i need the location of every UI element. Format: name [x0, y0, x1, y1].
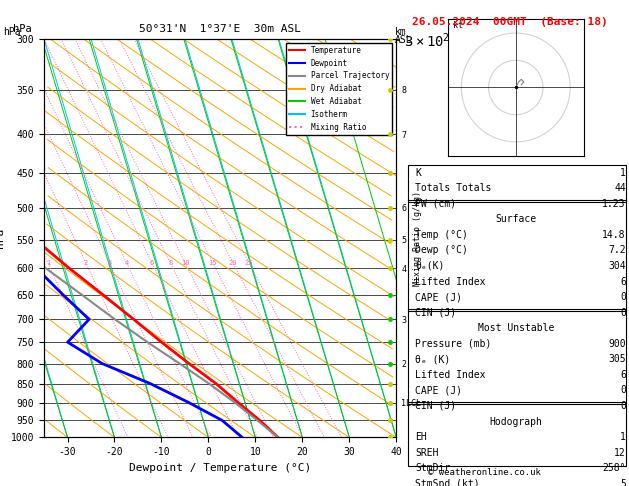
Text: 304: 304	[608, 261, 626, 271]
Text: km: km	[394, 27, 406, 37]
Text: EH: EH	[415, 432, 427, 442]
Text: CAPE (J): CAPE (J)	[415, 385, 462, 396]
Text: 1: 1	[46, 260, 50, 266]
Text: 0: 0	[620, 292, 626, 302]
Text: 258°: 258°	[603, 463, 626, 473]
Text: 5: 5	[620, 479, 626, 486]
Text: PW (cm): PW (cm)	[415, 199, 456, 209]
Text: 3: 3	[107, 260, 111, 266]
Text: 1: 1	[620, 168, 626, 178]
Text: kt: kt	[453, 20, 463, 30]
Legend: Temperature, Dewpoint, Parcel Trajectory, Dry Adiabat, Wet Adiabat, Isotherm, Mi: Temperature, Dewpoint, Parcel Trajectory…	[286, 43, 392, 135]
Text: 1: 1	[620, 432, 626, 442]
Text: Hodograph: Hodograph	[489, 417, 542, 427]
Text: 0: 0	[620, 401, 626, 411]
Text: 6: 6	[620, 277, 626, 287]
Text: Lifted Index: Lifted Index	[415, 277, 486, 287]
Text: StmSpd (kt): StmSpd (kt)	[415, 479, 480, 486]
Text: 26.05.2024  00GMT  (Base: 18): 26.05.2024 00GMT (Base: 18)	[412, 17, 608, 27]
Title: 50°31'N  1°37'E  30m ASL: 50°31'N 1°37'E 30m ASL	[139, 24, 301, 34]
Text: 7.2: 7.2	[608, 245, 626, 256]
Text: hPa: hPa	[3, 27, 21, 37]
Text: 6: 6	[150, 260, 154, 266]
Text: 12: 12	[614, 448, 626, 458]
Text: 20: 20	[229, 260, 237, 266]
Text: 8: 8	[168, 260, 172, 266]
Text: 1.23: 1.23	[603, 199, 626, 209]
Text: Lifted Index: Lifted Index	[415, 370, 486, 380]
Text: K: K	[415, 168, 421, 178]
Text: 15: 15	[208, 260, 217, 266]
Text: Dewp (°C): Dewp (°C)	[415, 245, 468, 256]
Text: CIN (J): CIN (J)	[415, 401, 456, 411]
Text: Temp (°C): Temp (°C)	[415, 230, 468, 240]
Text: 4: 4	[125, 260, 129, 266]
Text: © weatheronline.co.uk: © weatheronline.co.uk	[428, 468, 540, 477]
Text: 25: 25	[245, 260, 253, 266]
Text: 44: 44	[614, 183, 626, 193]
Text: θₑ (K): θₑ (K)	[415, 354, 450, 364]
Text: 0: 0	[620, 308, 626, 318]
Text: CAPE (J): CAPE (J)	[415, 292, 462, 302]
Text: 10: 10	[181, 260, 189, 266]
Text: θₑ(K): θₑ(K)	[415, 261, 445, 271]
Y-axis label: hPa: hPa	[0, 228, 5, 248]
Text: hPa: hPa	[13, 24, 31, 35]
Text: 0: 0	[620, 385, 626, 396]
Text: Surface: Surface	[495, 214, 537, 225]
Text: StmDir: StmDir	[415, 463, 450, 473]
Text: CIN (J): CIN (J)	[415, 308, 456, 318]
Text: 14.8: 14.8	[603, 230, 626, 240]
Text: Pressure (mb): Pressure (mb)	[415, 339, 491, 349]
Text: 900: 900	[608, 339, 626, 349]
Text: SREH: SREH	[415, 448, 438, 458]
Text: 2: 2	[84, 260, 88, 266]
Text: ASL: ASL	[394, 35, 412, 45]
Text: Most Unstable: Most Unstable	[477, 323, 554, 333]
X-axis label: Dewpoint / Temperature (°C): Dewpoint / Temperature (°C)	[129, 463, 311, 473]
Text: Totals Totals: Totals Totals	[415, 183, 491, 193]
Text: Mixing Ratio (g/kg): Mixing Ratio (g/kg)	[413, 191, 422, 286]
Text: 305: 305	[608, 354, 626, 364]
Text: 6: 6	[620, 370, 626, 380]
